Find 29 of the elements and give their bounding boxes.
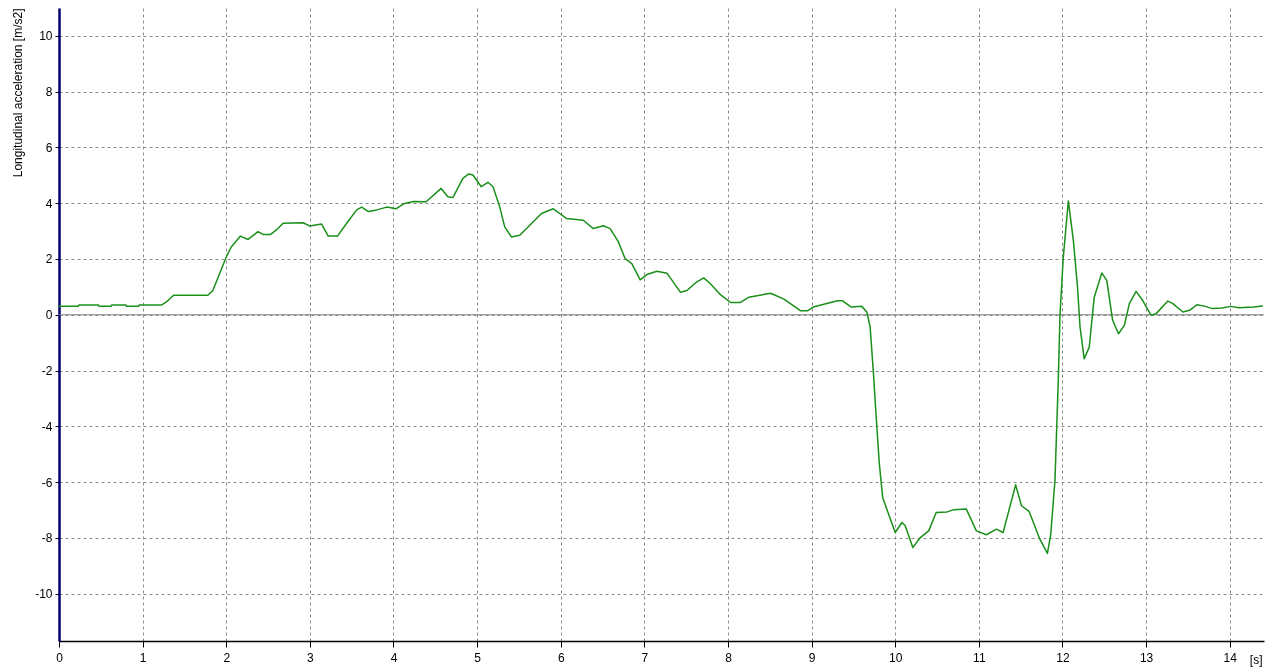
y-tick-label: -10 bbox=[35, 587, 53, 602]
y-tick-label: -4 bbox=[41, 419, 53, 434]
y-tick-label: -2 bbox=[41, 364, 53, 379]
x-tick-label: 3 bbox=[307, 650, 315, 665]
y-axis-title: Longitudinal acceleration [m/s2] bbox=[11, 8, 26, 178]
x-tick-label: 10 bbox=[889, 650, 903, 665]
y-tick-label: 6 bbox=[45, 140, 53, 155]
x-tick-label: 5 bbox=[474, 650, 482, 665]
y-tick-label: 4 bbox=[45, 196, 53, 211]
x-tick-label: 8 bbox=[725, 650, 733, 665]
x-tick-label: 6 bbox=[557, 650, 565, 665]
y-tick-label: -6 bbox=[41, 475, 53, 490]
line-series bbox=[58, 173, 1264, 555]
x-axis-title: [s] bbox=[1249, 652, 1263, 667]
x-tick-label: 4 bbox=[390, 650, 398, 665]
x-tick-label: 14 bbox=[1223, 650, 1238, 665]
y-tick-label: 0 bbox=[45, 308, 53, 323]
x-tick-label: 12 bbox=[1056, 650, 1070, 665]
y-tick-label: 2 bbox=[45, 252, 53, 267]
x-tick-label: 11 bbox=[973, 650, 986, 665]
x-tick-label: 1 bbox=[139, 650, 147, 665]
y-tick-label: -8 bbox=[41, 531, 53, 546]
y-tick-label: 10 bbox=[39, 29, 53, 44]
x-tick-label: 2 bbox=[223, 650, 231, 665]
y-tick-label: 8 bbox=[45, 85, 53, 100]
x-tick-label: 0 bbox=[56, 650, 64, 665]
x-tick-label: 7 bbox=[641, 650, 649, 665]
x-tick-label: 9 bbox=[808, 650, 816, 665]
x-tick-label: 13 bbox=[1139, 650, 1154, 665]
